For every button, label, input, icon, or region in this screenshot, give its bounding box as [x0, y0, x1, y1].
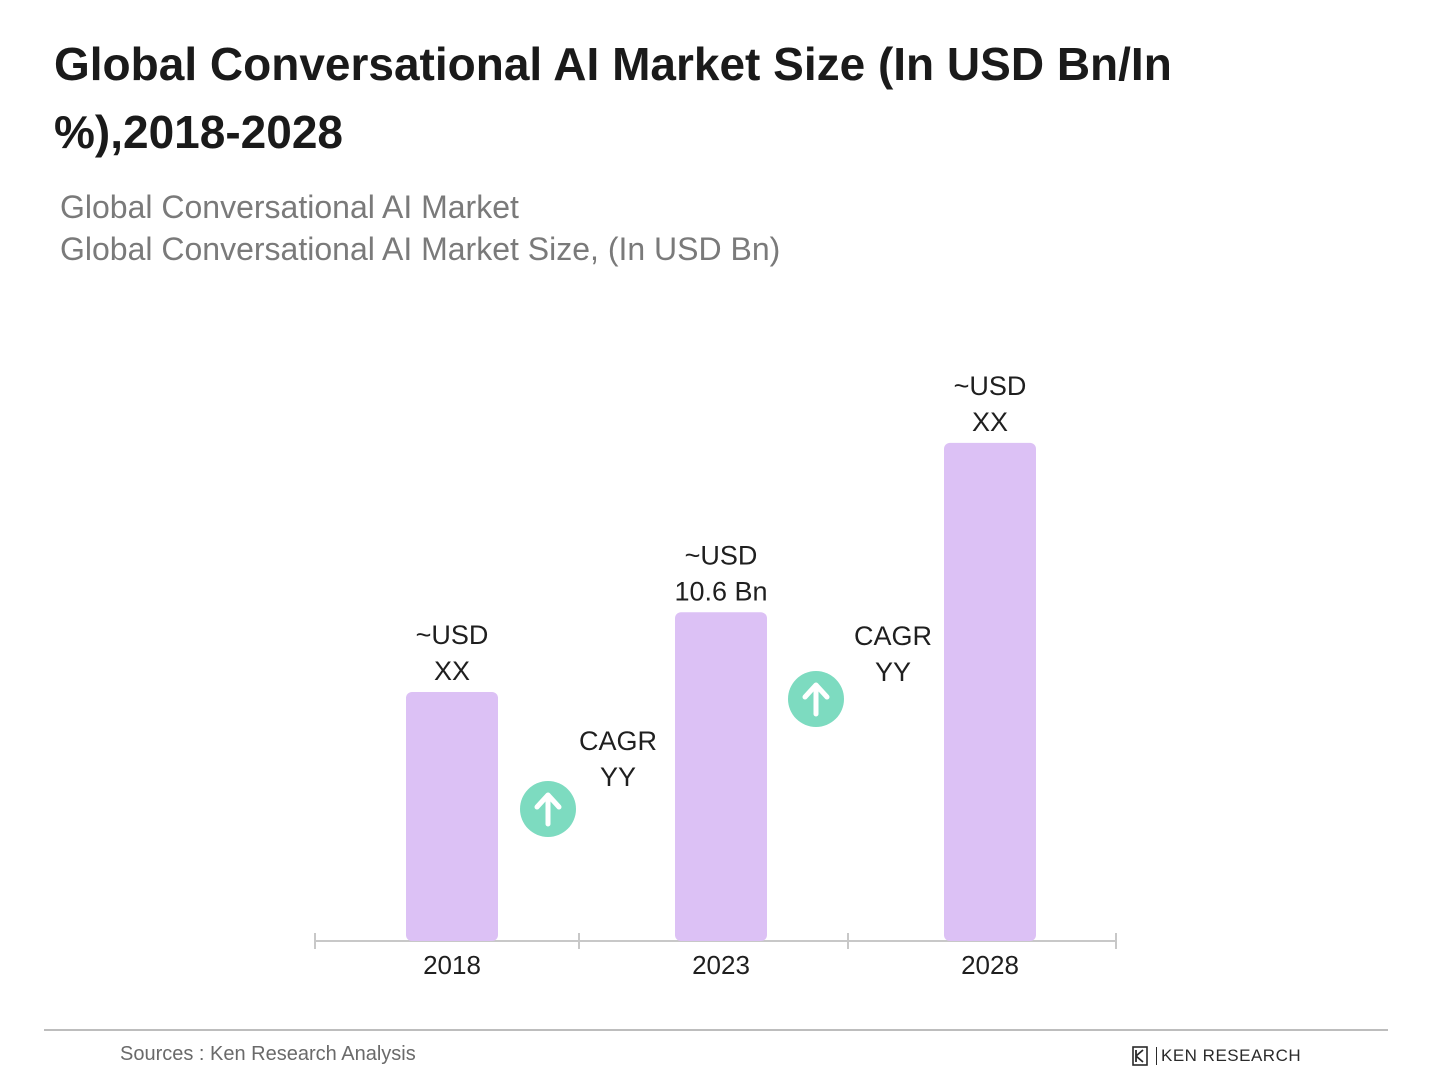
ken-research-logo-icon: [1132, 1046, 1148, 1066]
bar-chart: 2018 ~USD XX 2023 ~USD 10.6 Bn 2028 ~USD XX CAGR Y…: [314, 371, 1117, 980]
subtitle-line-2: Global Conversational AI Market Size, (I…: [60, 231, 781, 267]
data-label-2028-line-2: XX: [972, 407, 1008, 437]
bar-2028: [944, 442, 1036, 941]
ken-research-logo: KEN RESEARCH: [1132, 1046, 1301, 1066]
x-tick-label-2028: 2028: [961, 950, 1019, 980]
data-label-2028-line-1: ~USD: [954, 371, 1027, 401]
cagr-arrow-glyph-1: [534, 792, 562, 827]
data-label-2018-line-2: XX: [434, 656, 470, 686]
cagr-label-2-line-1: CAGR: [854, 621, 932, 651]
cagr-label-2-line-2: YY: [875, 657, 911, 687]
data-label-2018-line-1: ~USD: [416, 620, 489, 650]
cagr-arrow-glyph-2: [802, 682, 830, 717]
chart-title: Global Conversational AI Market Size (In…: [54, 38, 1172, 158]
cagr-label-1-line-2: YY: [600, 762, 636, 792]
bar-2018: [406, 691, 498, 941]
logo-text: KEN RESEARCH: [1161, 1046, 1302, 1065]
logo-separator: [1156, 1047, 1157, 1065]
subtitle-line-1: Global Conversational AI Market: [60, 189, 519, 225]
data-label-2023-line-2: 10.6 Bn: [674, 576, 767, 606]
bar-2023: [675, 612, 767, 941]
x-tick-label-2018: 2018: [423, 950, 481, 980]
cagr-label-1-line-1: CAGR: [579, 726, 657, 756]
chart-subtitle: Global Conversational AI Market Global C…: [60, 186, 780, 270]
source-note: Sources : Ken Research Analysis: [120, 1043, 416, 1065]
x-tick-label-2023: 2023: [692, 950, 750, 980]
footer-divider: [44, 1029, 1388, 1031]
data-label-2023-line-1: ~USD: [685, 540, 758, 570]
